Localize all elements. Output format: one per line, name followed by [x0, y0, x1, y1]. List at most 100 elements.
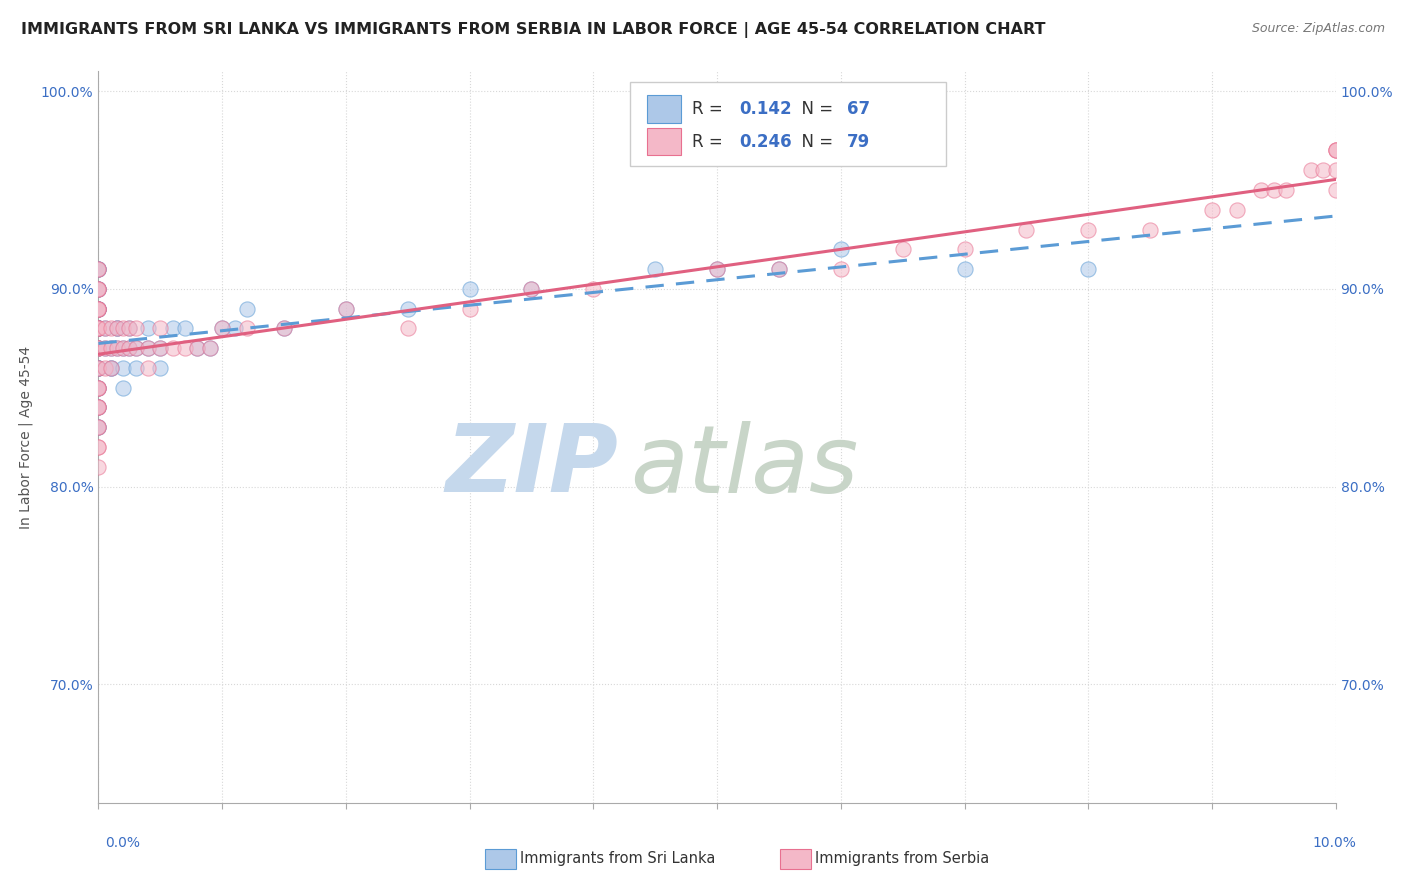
Point — [335, 301, 357, 316]
Point — [87, 301, 110, 316]
Point — [136, 360, 159, 375]
Point — [87, 321, 110, 335]
Y-axis label: In Labor Force | Age 45-54: In Labor Force | Age 45-54 — [18, 345, 32, 529]
Point — [224, 321, 246, 335]
Point — [396, 301, 419, 316]
Point — [174, 321, 197, 335]
Point — [87, 420, 110, 434]
Point — [87, 341, 110, 355]
Point — [87, 381, 110, 395]
Point — [93, 341, 115, 355]
Point — [1015, 222, 1038, 236]
Point — [87, 401, 110, 415]
Point — [100, 360, 122, 375]
Text: 67: 67 — [846, 100, 870, 118]
Point — [124, 360, 146, 375]
Point — [87, 262, 110, 277]
Point — [87, 360, 110, 375]
Point — [87, 301, 110, 316]
Point — [87, 459, 110, 474]
Point — [87, 401, 110, 415]
Point — [87, 321, 110, 335]
Point — [87, 301, 110, 316]
Point — [1324, 163, 1347, 178]
Point — [768, 262, 790, 277]
Point — [124, 341, 146, 355]
Point — [87, 440, 110, 454]
Point — [105, 321, 128, 335]
Point — [162, 341, 184, 355]
Text: ZIP: ZIP — [446, 420, 619, 512]
Point — [87, 321, 110, 335]
Point — [186, 341, 208, 355]
Point — [149, 341, 172, 355]
Text: Immigrants from Serbia: Immigrants from Serbia — [815, 851, 990, 865]
Point — [87, 401, 110, 415]
Text: R =: R = — [692, 133, 728, 151]
Point — [105, 321, 128, 335]
Point — [87, 262, 110, 277]
Point — [87, 420, 110, 434]
Point — [87, 341, 110, 355]
Point — [162, 321, 184, 335]
Point — [1077, 222, 1099, 236]
Point — [87, 282, 110, 296]
Point — [582, 282, 605, 296]
Text: 10.0%: 10.0% — [1313, 836, 1357, 850]
Point — [87, 282, 110, 296]
Point — [273, 321, 295, 335]
Point — [1299, 163, 1322, 178]
Point — [520, 282, 543, 296]
Point — [112, 381, 135, 395]
Point — [644, 262, 666, 277]
Text: 0.142: 0.142 — [740, 100, 792, 118]
Point — [1312, 163, 1334, 178]
Text: 0.0%: 0.0% — [105, 836, 141, 850]
Point — [211, 321, 233, 335]
Point — [87, 401, 110, 415]
Point — [124, 321, 146, 335]
FancyBboxPatch shape — [647, 95, 681, 122]
Point — [706, 262, 728, 277]
Point — [87, 381, 110, 395]
Point — [105, 341, 128, 355]
Point — [87, 360, 110, 375]
Point — [1324, 144, 1347, 158]
Point — [87, 301, 110, 316]
Point — [87, 401, 110, 415]
Text: R =: R = — [692, 100, 728, 118]
Point — [458, 301, 481, 316]
Point — [1250, 183, 1272, 197]
Point — [1139, 222, 1161, 236]
Point — [830, 262, 852, 277]
Point — [136, 321, 159, 335]
Point — [87, 282, 110, 296]
Point — [87, 301, 110, 316]
Point — [100, 360, 122, 375]
Point — [149, 341, 172, 355]
Point — [93, 321, 115, 335]
Point — [236, 321, 259, 335]
Point — [149, 321, 172, 335]
Point — [174, 341, 197, 355]
Point — [87, 341, 110, 355]
Point — [112, 341, 135, 355]
Point — [335, 301, 357, 316]
Point — [87, 381, 110, 395]
Point — [830, 242, 852, 256]
Point — [93, 321, 115, 335]
Point — [87, 341, 110, 355]
Point — [87, 321, 110, 335]
Point — [198, 341, 221, 355]
Point — [87, 420, 110, 434]
Point — [87, 321, 110, 335]
Point — [1324, 144, 1347, 158]
Point — [118, 341, 141, 355]
FancyBboxPatch shape — [647, 128, 681, 155]
Point — [100, 341, 122, 355]
Point — [87, 360, 110, 375]
Point — [87, 282, 110, 296]
Point — [87, 321, 110, 335]
Point — [105, 341, 128, 355]
Point — [93, 341, 115, 355]
